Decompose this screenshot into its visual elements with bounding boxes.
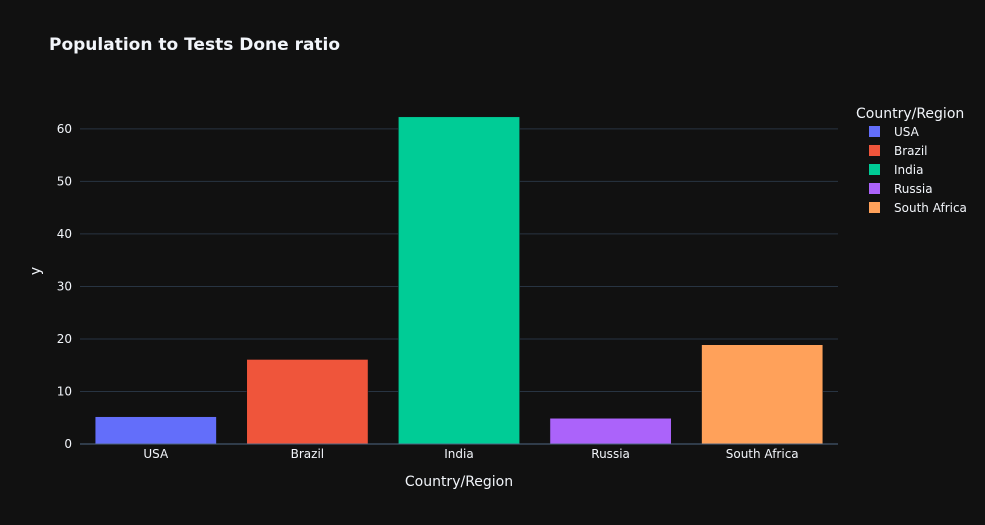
bar-brazil[interactable] [246,359,369,445]
y-tick-label: 30 [57,279,72,293]
chart-title: Population to Tests Done ratio [49,35,340,55]
legend-label: Russia [894,182,933,196]
x-tick-label: USA [143,447,169,461]
y-tick-label: 10 [57,384,72,398]
y-tick-label: 0 [64,437,72,451]
bar-south-africa[interactable] [701,344,824,445]
legend-item-usa[interactable]: USA [869,125,920,139]
y-tick-labels: 0 10 20 30 40 50 60 [57,122,72,451]
legend-item-india[interactable]: India [869,163,923,177]
legend-swatch [869,183,880,194]
legend-label: South Africa [894,201,967,215]
bar-usa[interactable] [94,416,217,445]
legend-title: Country/Region [856,106,964,122]
bar-india[interactable] [398,116,520,445]
bars [94,116,824,445]
y-tick-label: 40 [57,227,72,241]
legend: Country/Region USA Brazil India Russia South… [856,106,967,215]
legend-label: India [894,163,923,177]
x-tick-label: Brazil [291,447,325,461]
legend-swatch [869,145,880,156]
legend-item-south-africa[interactable]: South Africa [869,201,967,215]
legend-item-brazil[interactable]: Brazil [869,144,928,158]
x-tick-label: Russia [591,447,630,461]
legend-swatch [869,126,880,137]
x-tick-label: India [444,447,473,461]
y-tick-label: 50 [57,174,72,188]
bar-russia[interactable] [549,418,672,445]
legend-label: USA [894,125,920,139]
legend-items: USA Brazil India Russia South Africa [869,125,967,215]
legend-swatch [869,202,880,213]
legend-swatch [869,164,880,175]
x-axis-title: Country/Region [405,474,513,490]
y-tick-label: 20 [57,332,72,346]
legend-label: Brazil [894,144,928,158]
x-tick-labels: USA Brazil India Russia South Africa [143,447,798,461]
y-tick-label: 60 [57,122,72,136]
legend-item-russia[interactable]: Russia [869,182,933,196]
y-axis-title: y [28,267,44,275]
x-tick-label: South Africa [726,447,799,461]
